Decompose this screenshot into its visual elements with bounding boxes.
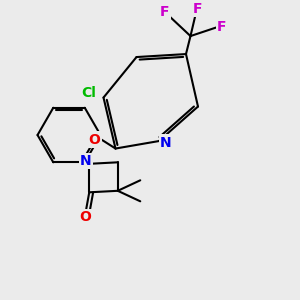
- Text: F: F: [160, 5, 170, 19]
- Text: Cl: Cl: [81, 86, 96, 100]
- Text: O: O: [79, 210, 91, 224]
- Text: F: F: [193, 2, 203, 16]
- Text: O: O: [88, 133, 101, 146]
- Text: N: N: [80, 154, 92, 168]
- Text: N: N: [160, 136, 171, 149]
- Text: F: F: [217, 20, 227, 34]
